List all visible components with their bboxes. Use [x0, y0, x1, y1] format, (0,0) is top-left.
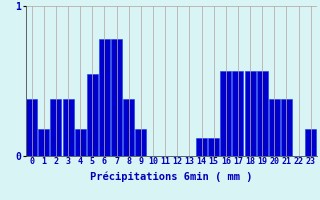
Bar [99, 39, 110, 156]
Bar [196, 138, 207, 156]
Bar [26, 99, 37, 156]
Bar [281, 99, 292, 156]
Bar [123, 99, 134, 156]
Bar [232, 71, 244, 156]
Bar [244, 71, 256, 156]
Bar [51, 99, 61, 156]
Bar [87, 73, 98, 156]
Bar [257, 71, 268, 156]
Bar [305, 129, 316, 156]
Bar [135, 129, 146, 156]
X-axis label: Précipitations 6min ( mm ): Précipitations 6min ( mm ) [90, 172, 252, 182]
Bar [63, 99, 74, 156]
Bar [38, 129, 49, 156]
Bar [75, 129, 86, 156]
Bar [111, 39, 122, 156]
Bar [208, 138, 219, 156]
Bar [220, 71, 231, 156]
Bar [269, 99, 280, 156]
